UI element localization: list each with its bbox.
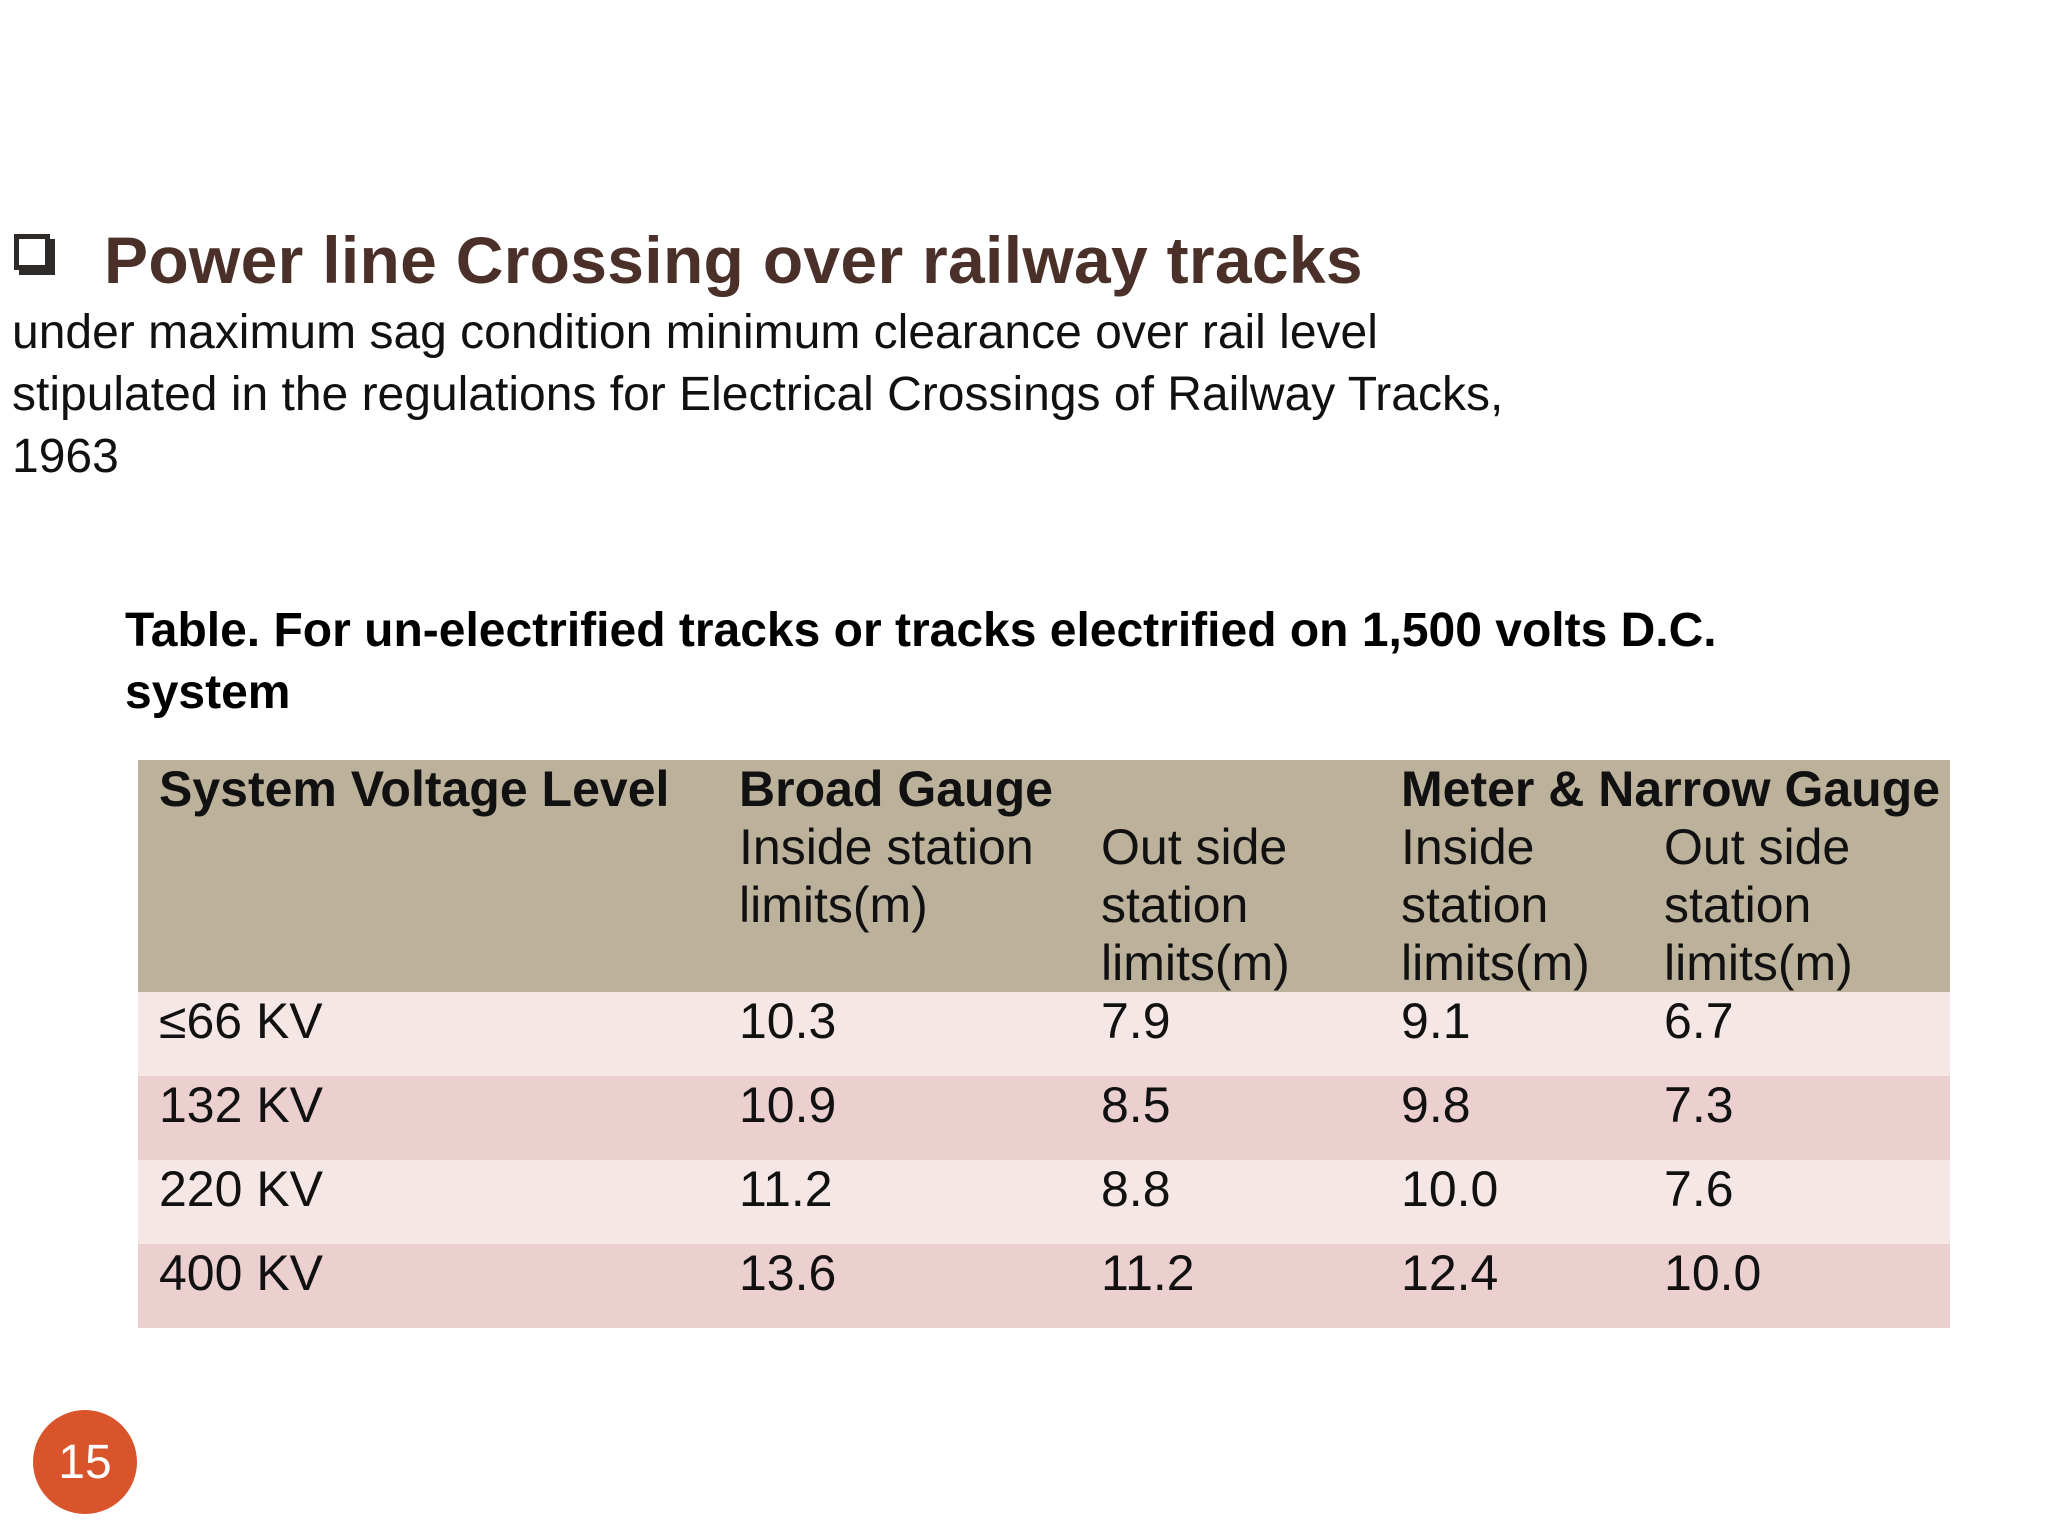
caption-line: system	[125, 666, 291, 719]
intro-line: 1963	[12, 430, 119, 483]
table-row: ≤66 KV 10.3 7.9 9.1 6.7	[138, 992, 1951, 1076]
intro-line: stipulated in the regulations for Electr…	[12, 368, 1504, 421]
intro-line: under maximum sag condition minimum clea…	[12, 306, 1378, 359]
table-row: 220 KV 11.2 8.8 10.0 7.6	[138, 1160, 1951, 1244]
intro-text: under maximum sag condition minimum clea…	[12, 302, 1652, 488]
header-voltage: System Voltage Level	[159, 761, 670, 817]
cell-mng-outside: 10.0	[1643, 1244, 1951, 1328]
cell-voltage: 132 KV	[138, 1076, 718, 1160]
subheader-mng-inside: Inside station limits(m)	[1401, 819, 1590, 991]
table-row: 132 KV 10.9 8.5 9.8 7.3	[138, 1076, 1951, 1160]
cell-mng-inside: 9.1	[1380, 992, 1644, 1076]
cell-bg-outside: 8.5	[1080, 1076, 1381, 1160]
clearance-table: System Voltage Level Broad Gauge Meter &…	[138, 760, 1951, 1328]
cell-voltage: 400 KV	[138, 1244, 718, 1328]
checkbox-bullet-icon	[14, 234, 55, 275]
table-row: 400 KV 13.6 11.2 12.4 10.0	[138, 1244, 1951, 1328]
cell-mng-inside: 12.4	[1380, 1244, 1644, 1328]
cell-bg-outside: 8.8	[1080, 1160, 1381, 1244]
cell-bg-inside: 10.3	[718, 992, 1080, 1076]
cell-mng-inside: 9.8	[1380, 1076, 1644, 1160]
table-header-row: System Voltage Level Broad Gauge Meter &…	[138, 760, 1951, 818]
table-caption: Table. For un-electrified tracks or trac…	[125, 600, 1925, 724]
cell-bg-outside: 7.9	[1080, 992, 1381, 1076]
cell-bg-inside: 11.2	[718, 1160, 1080, 1244]
cell-voltage: 220 KV	[138, 1160, 718, 1244]
subheader-empty	[138, 818, 718, 992]
slide-title: Power line Crossing over railway tracks	[104, 223, 1363, 297]
slide-heading: Power line Crossing over railway tracks	[14, 222, 1363, 298]
subheader-bg-outside: Out side station limits(m)	[1101, 819, 1290, 991]
cell-mng-outside: 7.6	[1643, 1160, 1951, 1244]
caption-line: Table. For un-electrified tracks or trac…	[125, 604, 1717, 657]
header-meter-narrow-gauge: Meter & Narrow Gauge	[1401, 761, 1941, 817]
table-subheader-row: Inside station limits(m) Out side statio…	[138, 818, 1951, 992]
subheader-mng-outside: Out side station limits(m)	[1664, 819, 1853, 991]
cell-bg-outside: 11.2	[1080, 1244, 1381, 1328]
cell-mng-outside: 6.7	[1643, 992, 1951, 1076]
cell-bg-inside: 10.9	[718, 1076, 1080, 1160]
header-broad-gauge: Broad Gauge	[739, 761, 1053, 817]
subheader-bg-inside: Inside station limits(m)	[739, 819, 1034, 933]
cell-voltage: ≤66 KV	[138, 992, 718, 1076]
cell-mng-inside: 10.0	[1380, 1160, 1644, 1244]
cell-bg-inside: 13.6	[718, 1244, 1080, 1328]
cell-mng-outside: 7.3	[1643, 1076, 1951, 1160]
page-number-badge: 15	[33, 1410, 137, 1514]
